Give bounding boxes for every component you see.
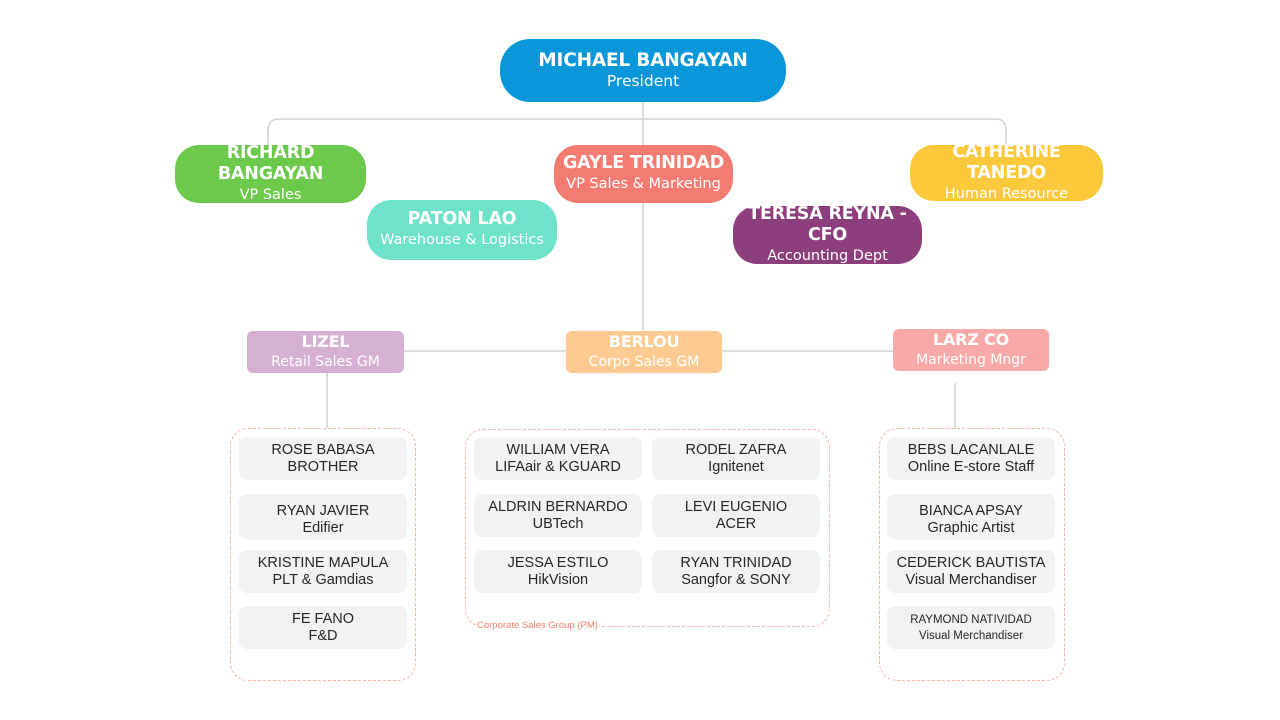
marketing-mngr-name: LARZ CO bbox=[932, 330, 1009, 349]
corporate-member-card: RYAN TRINIDAD Sangfor & SONY bbox=[652, 550, 820, 593]
member-name: BEBS LACANLALE bbox=[907, 441, 1035, 458]
member-brand: HikVision bbox=[527, 571, 589, 588]
member-name: CEDERICK BAUTISTA bbox=[896, 554, 1046, 571]
warehouse-role: Warehouse & Logistics bbox=[380, 232, 544, 248]
marketing-member-card: CEDERICK BAUTISTA Visual Merchandiser bbox=[887, 550, 1055, 593]
member-brand: Graphic Artist bbox=[927, 520, 1015, 536]
marketing-member-card: BIANCA APSAY Graphic Artist bbox=[887, 494, 1055, 540]
retail-gm-role: Retail Sales GM bbox=[271, 354, 380, 370]
retail-gm-node: LIZEL Retail Sales GM bbox=[247, 331, 404, 373]
human-resource-name: CATHERINE TANEDO bbox=[952, 141, 1061, 183]
member-name: KRISTINE MAPULA bbox=[257, 554, 389, 571]
corporate-member-card: WILLIAM VERA LIFAair & KGUARD bbox=[474, 437, 642, 480]
retail-team-group bbox=[230, 428, 416, 681]
member-name: FE FANO bbox=[291, 610, 355, 627]
member-brand: Visual Merchandiser bbox=[919, 629, 1023, 642]
marketing-team-group bbox=[879, 428, 1065, 681]
member-brand: BROTHER bbox=[287, 458, 359, 475]
marketing-member-card: BEBS LACANLALE Online E-store Staff bbox=[887, 437, 1055, 480]
member-brand: LIFAair & KGUARD bbox=[495, 458, 621, 475]
corpo-gm-node: BERLOU Corpo Sales GM bbox=[566, 331, 722, 373]
member-brand: UBTech bbox=[532, 515, 584, 532]
member-name: LEVI EUGENIO bbox=[684, 498, 788, 515]
member-brand: Edifier bbox=[302, 520, 344, 536]
marketing-mngr-role: Marketing Mngr bbox=[916, 352, 1026, 368]
member-name: RODEL ZAFRA bbox=[685, 441, 787, 458]
member-name: RAYMOND NATIVIDAD bbox=[910, 613, 1032, 626]
marketing-mngr-node: LARZ CO Marketing Mngr bbox=[893, 329, 1049, 371]
retail-member-card: KRISTINE MAPULA PLT & Gamdias bbox=[239, 550, 407, 593]
retail-gm-name: LIZEL bbox=[301, 332, 350, 351]
member-name: RYAN TRINIDAD bbox=[680, 554, 792, 571]
president-name: MICHAEL BANGAYAN bbox=[538, 49, 748, 71]
warehouse-node: PATON LAO Warehouse & Logistics bbox=[367, 200, 557, 260]
corporate-member-card: ALDRIN BERNARDO UBTech bbox=[474, 494, 642, 537]
member-name: ALDRIN BERNARDO bbox=[488, 498, 628, 515]
member-brand: ACER bbox=[715, 515, 757, 532]
member-name: BIANCA APSAY bbox=[919, 503, 1023, 519]
retail-member-card: FE FANO F&D bbox=[239, 606, 407, 649]
vp-sales-role: VP Sales bbox=[239, 186, 302, 203]
corpo-gm-name: BERLOU bbox=[608, 332, 680, 351]
member-brand: Online E-store Staff bbox=[907, 458, 1035, 475]
accounting-role: Accounting Dept bbox=[767, 247, 888, 264]
human-resource-node: CATHERINE TANEDO Human Resource bbox=[910, 141, 1103, 202]
member-brand: F&D bbox=[308, 627, 338, 644]
member-name: RYAN JAVIER bbox=[276, 503, 370, 519]
member-name: JESSA ESTILO bbox=[507, 554, 609, 571]
corporate-group-label: Corporate Sales Group (PM) bbox=[476, 620, 599, 631]
member-brand: PLT & Gamdias bbox=[272, 571, 374, 588]
vp-sales-node: RICHARD BANGAYAN VP Sales bbox=[175, 142, 366, 203]
president-role: President bbox=[606, 71, 680, 90]
accounting-node: TERESA REYNA - CFO Accounting Dept bbox=[733, 203, 922, 264]
human-resource-role: Human Resource bbox=[944, 185, 1069, 202]
accounting-name: TERESA REYNA - CFO bbox=[748, 203, 907, 245]
corporate-member-card: LEVI EUGENIO ACER bbox=[652, 494, 820, 537]
marketing-member-card: RAYMOND NATIVIDAD Visual Merchandiser bbox=[887, 606, 1055, 649]
corporate-team-group bbox=[465, 429, 830, 627]
corporate-member-card: RODEL ZAFRA Ignitenet bbox=[652, 437, 820, 480]
member-brand: Visual Merchandiser bbox=[905, 571, 1037, 588]
vp-marketing-role: VP Sales & Marketing bbox=[566, 176, 721, 192]
vp-sales-name: RICHARD BANGAYAN bbox=[217, 142, 324, 184]
member-brand: Ignitenet bbox=[708, 458, 764, 475]
corporate-member-card: JESSA ESTILO HikVision bbox=[474, 550, 642, 593]
retail-member-card: RYAN JAVIER Edifier bbox=[239, 494, 407, 540]
vp-marketing-node: GAYLE TRINIDAD VP Sales & Marketing bbox=[554, 145, 733, 203]
retail-member-card: ROSE BABASA BROTHER bbox=[239, 437, 407, 480]
member-name: ROSE BABASA bbox=[271, 441, 375, 458]
corpo-gm-role: Corpo Sales GM bbox=[588, 354, 700, 370]
member-brand: Sangfor & SONY bbox=[681, 571, 791, 588]
president-node: MICHAEL BANGAYAN President bbox=[500, 39, 786, 102]
member-name: WILLIAM VERA bbox=[506, 441, 610, 458]
connector-top-bar bbox=[267, 118, 1007, 145]
warehouse-name: PATON LAO bbox=[407, 209, 517, 229]
vp-marketing-name: GAYLE TRINIDAD bbox=[563, 153, 724, 173]
